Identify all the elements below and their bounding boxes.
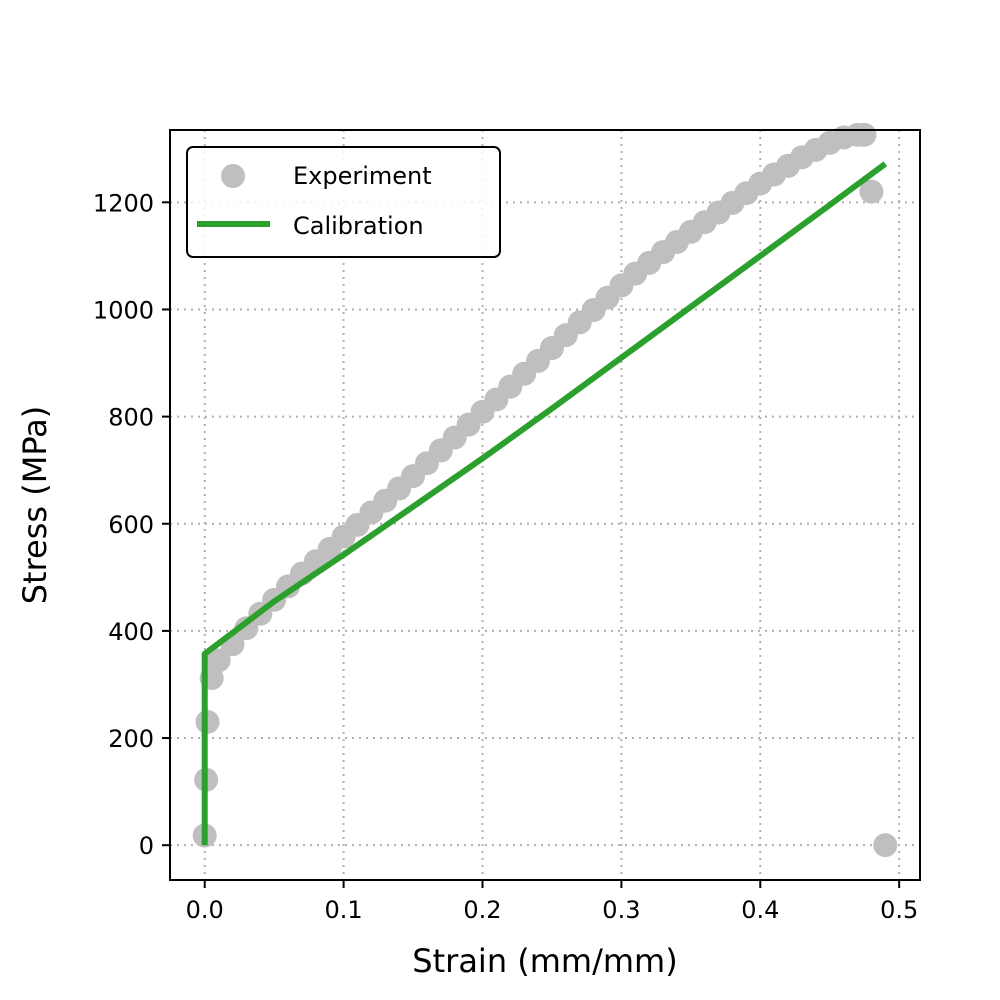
legend: Experiment Calibration (186, 146, 501, 258)
legend-experiment-label: Experiment (293, 162, 432, 190)
y-tick-label: 800 (108, 404, 154, 432)
y-axis-title: Stress (MPa) (16, 406, 54, 605)
legend-calibration-label: Calibration (293, 212, 424, 240)
y-tick-label: 0 (139, 832, 154, 860)
calibration-line (201, 161, 888, 846)
legend-experiment-marker (221, 164, 245, 188)
ticks: 0.0 0.1 0.2 0.3 0.4 0.5 0 200 400 600 800 1000 1200 (93, 189, 918, 924)
plot-area (192, 122, 898, 858)
x-tick-label: 0.1 (325, 896, 363, 924)
y-tick-label: 1000 (93, 296, 154, 324)
experiment-point (206, 648, 231, 673)
experiment-point (873, 833, 898, 858)
y-tick-label: 600 (108, 511, 154, 539)
legend-box (186, 146, 501, 258)
y-tick-label: 1200 (93, 189, 154, 217)
x-axis-title: Strain (mm/mm) (412, 942, 677, 980)
x-tick-label: 0.2 (463, 896, 501, 924)
x-tick-label: 0.5 (880, 896, 918, 924)
axes-frame (169, 129, 921, 881)
x-tick-label: 0.3 (602, 896, 640, 924)
x-tick-label: 0.0 (186, 896, 224, 924)
y-tick-label: 400 (108, 618, 154, 646)
experiment-point (859, 179, 884, 204)
experiment-point (852, 122, 877, 147)
x-tick-label: 0.4 (741, 896, 779, 924)
y-tick-label: 200 (108, 725, 154, 753)
